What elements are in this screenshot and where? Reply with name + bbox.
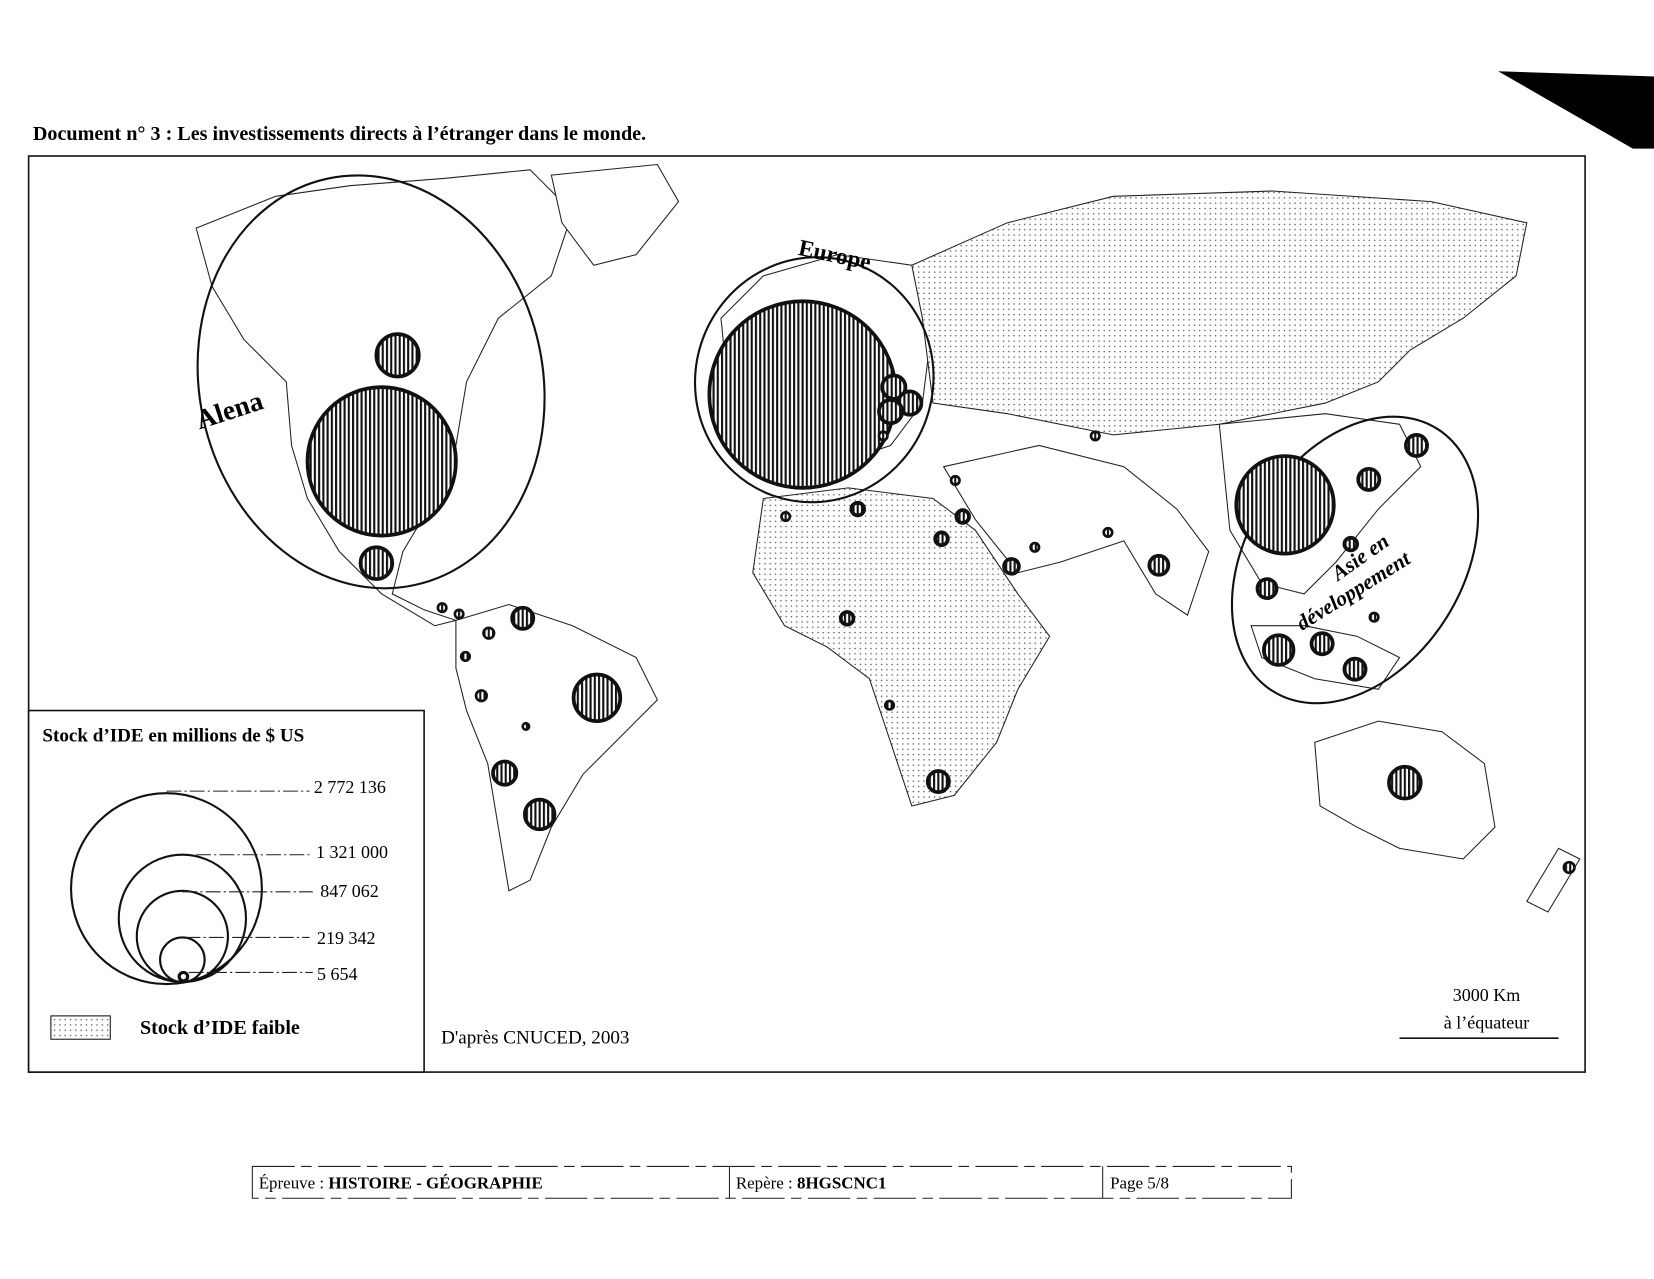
ide-stock-circle <box>374 332 421 379</box>
source-text: D'après CNUCED, 2003 <box>441 1027 629 1048</box>
ide-stock-circle <box>453 608 465 620</box>
svg-text:Épreuve : HISTOIRE - GÉOGRAPHI: Épreuve : HISTOIRE - GÉOGRAPHIE <box>259 1174 543 1193</box>
ide-stock-circle <box>949 474 961 487</box>
scale-distance: 3000 Km <box>1453 985 1521 1005</box>
corner-mark <box>1498 71 1654 149</box>
ide-stock-circle <box>491 759 519 787</box>
legend-circle-5 <box>177 970 190 983</box>
scale-bar: 3000 Km à l’équateur <box>1399 985 1559 1039</box>
ide-stock-circle <box>954 508 971 525</box>
new-zealand <box>1526 847 1581 913</box>
ide-stock-circle <box>838 610 856 627</box>
ide-stock-circle <box>877 398 905 426</box>
ide-stock-circle <box>1342 535 1359 553</box>
footer-epreuve-label: Épreuve : <box>259 1174 329 1193</box>
ide-stock-circle <box>849 500 866 518</box>
ide-circles <box>305 299 1576 875</box>
footer-epreuve-value: HISTOIRE - GÉOGRAPHIE <box>328 1174 542 1193</box>
ide-stock-circle <box>521 721 531 731</box>
ide-stock-circle <box>1102 526 1114 538</box>
ide-stock-circle <box>1562 860 1576 875</box>
south-america <box>455 603 659 892</box>
ide-stock-circle <box>1368 611 1380 623</box>
legend-value-2: 1 321 000 <box>316 842 388 862</box>
ide-stock-circle <box>1029 541 1041 553</box>
map-frame <box>27 155 1586 1073</box>
legend-pattern-swatch <box>50 1015 111 1040</box>
ide-stock-circle <box>925 769 951 795</box>
ide-stock-circle <box>522 797 557 832</box>
svg-text:Repère : 8HGSCNC1: Repère : 8HGSCNC1 <box>736 1174 887 1193</box>
legend-pattern-label: Stock d’IDE faible <box>140 1017 300 1039</box>
footer: Épreuve : HISTOIRE - GÉOGRAPHIE Repère :… <box>251 1165 1292 1199</box>
legend-value-1: 2 772 136 <box>314 777 386 797</box>
scale-note: à l’équateur <box>1444 1013 1530 1033</box>
legend-title: Stock d’IDE en millions de $ US <box>42 725 304 746</box>
ide-stock-circle <box>877 430 889 442</box>
ide-stock-circle <box>1002 557 1021 576</box>
europe-ellipse <box>693 256 935 504</box>
ide-stock-circle <box>1309 631 1335 657</box>
ide-stock-circle <box>1387 764 1423 801</box>
ide-stock-circle <box>436 602 448 614</box>
ide-stock-circle <box>571 672 623 723</box>
ide-stock-circle <box>1234 454 1336 556</box>
footer-repere-value: 8HGSCNC1 <box>797 1174 886 1193</box>
ide-stock-circle <box>1089 430 1101 442</box>
africa <box>752 487 1051 807</box>
ide-stock-circle <box>707 299 898 490</box>
footer-page: Page 5/8 <box>1110 1174 1169 1193</box>
legend-value-5: 5 654 <box>317 964 358 984</box>
ide-stock-circle <box>1147 553 1171 577</box>
ide-stock-circle <box>1404 433 1429 458</box>
ide-stock-circle <box>1342 656 1368 682</box>
ide-stock-circle <box>459 650 472 663</box>
ide-stock-circle <box>482 626 496 640</box>
alena-ellipse <box>196 174 546 590</box>
ide-stock-circle <box>933 530 950 547</box>
legend-value-3: 847 062 <box>320 881 379 901</box>
ide-stock-circle <box>510 605 536 631</box>
russia-asia <box>911 190 1528 436</box>
ide-stock-circle <box>474 689 488 703</box>
ide-stock-circle <box>1255 577 1279 601</box>
region-label-alena: Alena <box>192 384 267 435</box>
ide-stock-circle <box>1356 466 1382 492</box>
ide-stock-circle <box>780 510 792 523</box>
greenland <box>550 163 680 266</box>
ide-stock-circle <box>305 385 458 538</box>
legend-circle-1 <box>69 792 263 986</box>
legend-value-4: 219 342 <box>317 928 376 948</box>
ide-stock-circle <box>358 545 395 581</box>
ide-stock-circle <box>1261 633 1296 667</box>
footer-repere-label: Repère : <box>736 1174 797 1193</box>
legend: Stock d’IDE en millions de $ US 2 772 13… <box>27 709 425 1073</box>
ide-stock-circle <box>883 699 896 711</box>
document-title: Document n° 3 : Les investissements dire… <box>33 123 646 145</box>
